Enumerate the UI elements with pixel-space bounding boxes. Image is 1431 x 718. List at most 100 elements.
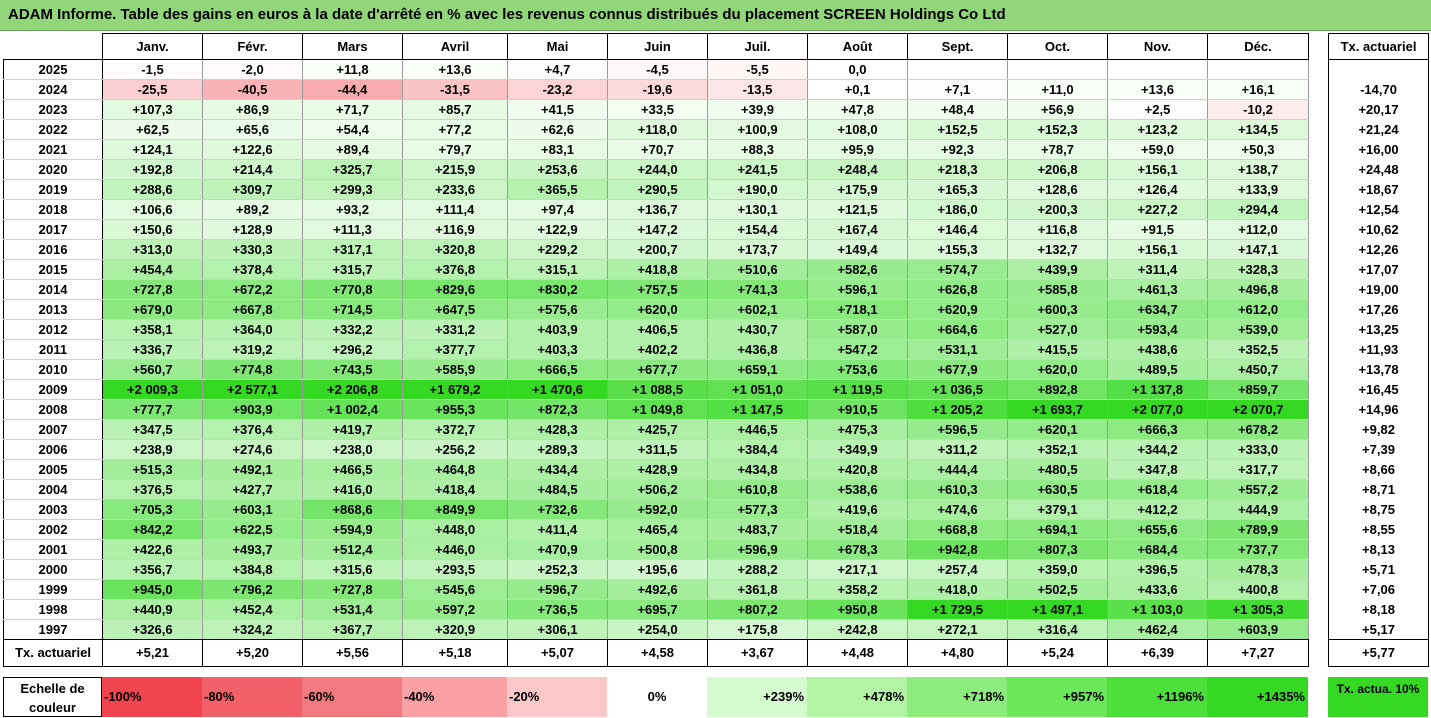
gain-cell: +1 147,5 bbox=[707, 399, 808, 420]
table-row: 1998 +440,9 +452,4 +531,4 +597,2 +736,5 +695,7… bbox=[3, 599, 1309, 620]
gain-cell: +122,9 bbox=[507, 219, 608, 240]
rate-row: +8,71 bbox=[1328, 479, 1429, 500]
gain-cell: +538,6 bbox=[807, 479, 908, 500]
table-row: 2025 -1,5 -2,0 +11,8 +13,6 +4,7 -4,5 -5,5 0,0 bbox=[3, 59, 1309, 80]
year-label: 2014 bbox=[3, 279, 103, 300]
gain-cell: +111,3 bbox=[302, 219, 403, 240]
gain-cell: +547,2 bbox=[807, 339, 908, 360]
gain-cell: +56,9 bbox=[1007, 99, 1108, 120]
gain-cell: +634,7 bbox=[1107, 299, 1208, 320]
gain-cell bbox=[1207, 59, 1309, 80]
gain-cell: +324,2 bbox=[202, 619, 303, 640]
gain-cell: +146,4 bbox=[907, 219, 1008, 240]
gain-cell: +602,1 bbox=[707, 299, 808, 320]
rate-row: +17,26 bbox=[1328, 299, 1429, 320]
gain-cell: +39,9 bbox=[707, 99, 808, 120]
gain-cell: +664,6 bbox=[907, 319, 1008, 340]
gain-cell: +2 577,1 bbox=[202, 379, 303, 400]
gain-cell: +47,8 bbox=[807, 99, 908, 120]
gain-cell: +149,4 bbox=[807, 239, 908, 260]
gain-cell: +830,2 bbox=[507, 279, 608, 300]
gain-cell: -44,4 bbox=[302, 79, 403, 100]
gain-cell: +419,6 bbox=[807, 499, 908, 520]
gain-cell: +506,2 bbox=[607, 479, 708, 500]
gain-cell: +289,3 bbox=[507, 439, 608, 460]
gain-cell: +910,5 bbox=[807, 399, 908, 420]
gain-cell: +1 497,1 bbox=[1007, 599, 1108, 620]
gain-cell: +123,2 bbox=[1107, 119, 1208, 140]
gain-cell: +1 137,8 bbox=[1107, 379, 1208, 400]
year-label: 2016 bbox=[3, 239, 103, 260]
gain-cell: +585,9 bbox=[402, 359, 508, 380]
table-row: 2003 +705,3 +603,1 +868,6 +849,9 +732,6 +592,0… bbox=[3, 499, 1309, 520]
table-row: 2024 -25,5 -40,5 -44,4 -31,5 -23,2 -19,6 -13,5 +… bbox=[3, 79, 1309, 100]
gain-cell: +86,9 bbox=[202, 99, 303, 120]
month-header: Févr. bbox=[202, 33, 303, 60]
gain-cell: +377,7 bbox=[402, 339, 508, 360]
gain-cell: +668,8 bbox=[907, 519, 1008, 540]
gain-cell: +195,6 bbox=[607, 559, 708, 580]
gain-cell: +743,5 bbox=[302, 359, 403, 380]
year-label: 2001 bbox=[3, 539, 103, 560]
gain-cell: -10,2 bbox=[1207, 99, 1309, 120]
gain-cell: +430,7 bbox=[707, 319, 808, 340]
gain-cell: +294,4 bbox=[1207, 199, 1309, 220]
gain-cell: +610,8 bbox=[707, 479, 808, 500]
gain-cell: +596,5 bbox=[907, 419, 1008, 440]
gain-cell: +215,9 bbox=[402, 159, 508, 180]
rate-row: +7,06 bbox=[1328, 579, 1429, 600]
gain-cell: +173,7 bbox=[707, 239, 808, 260]
gain-cell: +753,6 bbox=[807, 359, 908, 380]
gain-cell: +89,4 bbox=[302, 139, 403, 160]
gain-cell: +130,1 bbox=[707, 199, 808, 220]
gain-cell: +1 729,5 bbox=[907, 599, 1008, 620]
gain-cell: +666,5 bbox=[507, 359, 608, 380]
gain-cell: +372,7 bbox=[402, 419, 508, 440]
rate-row: +19,00 bbox=[1328, 279, 1429, 300]
gain-cell: +620,9 bbox=[907, 299, 1008, 320]
year-label: 2006 bbox=[3, 439, 103, 460]
gain-cell: +439,9 bbox=[1007, 259, 1108, 280]
gain-cell: +319,2 bbox=[202, 339, 303, 360]
gain-cell: +493,7 bbox=[202, 539, 303, 560]
gain-cell: +88,3 bbox=[707, 139, 808, 160]
gain-cell: +344,2 bbox=[1107, 439, 1208, 460]
gain-cell: +254,0 bbox=[607, 619, 708, 640]
rate-row: +21,24 bbox=[1328, 119, 1429, 140]
summary-cell: +5,07 bbox=[507, 639, 608, 667]
gain-cell: +842,2 bbox=[102, 519, 203, 540]
gain-cell: +757,5 bbox=[607, 279, 708, 300]
rate-row: +5,71 bbox=[1328, 559, 1429, 580]
gain-cell: +313,0 bbox=[102, 239, 203, 260]
gain-cell: +378,4 bbox=[202, 259, 303, 280]
gain-cell: +77,2 bbox=[402, 119, 508, 140]
gain-cell: +165,3 bbox=[907, 179, 1008, 200]
gain-cell: +620,0 bbox=[607, 299, 708, 320]
gain-cell: +48,4 bbox=[907, 99, 1008, 120]
rate-row: +8,75 bbox=[1328, 499, 1429, 520]
actuarial-rate-table: Tx. actuariel -14,70 +20,17 +21,24 +16,00 +2… bbox=[1328, 33, 1429, 667]
gain-cell: +484,5 bbox=[507, 479, 608, 500]
rate-row: +9,82 bbox=[1328, 419, 1429, 440]
gain-cell: +789,9 bbox=[1207, 519, 1309, 540]
gain-cell: +352,5 bbox=[1207, 339, 1309, 360]
gain-cell: +626,8 bbox=[907, 279, 1008, 300]
gain-cell: +41,5 bbox=[507, 99, 608, 120]
gain-cell: +585,8 bbox=[1007, 279, 1108, 300]
gain-cell: +434,4 bbox=[507, 459, 608, 480]
gain-cell: +515,3 bbox=[102, 459, 203, 480]
rate-cell: +5,71 bbox=[1328, 559, 1429, 580]
gain-cell: +422,6 bbox=[102, 539, 203, 560]
month-header: Déc. bbox=[1207, 33, 1309, 60]
rate-row: +7,39 bbox=[1328, 439, 1429, 460]
gain-cell: +603,1 bbox=[202, 499, 303, 520]
gain-cell: +452,4 bbox=[202, 599, 303, 620]
gain-cell: +412,2 bbox=[1107, 499, 1208, 520]
year-label: 2004 bbox=[3, 479, 103, 500]
gain-cell: +156,1 bbox=[1107, 239, 1208, 260]
gain-cell: +330,3 bbox=[202, 239, 303, 260]
color-scale-legend: Echelle de couleur -100% -80% -60% -40% -20%… bbox=[3, 677, 1308, 717]
rate-cell: +12,54 bbox=[1328, 199, 1429, 220]
table-row: 2019 +288,6 +309,7 +299,3 +233,6 +365,5 +290,5… bbox=[3, 179, 1309, 200]
year-label: 1998 bbox=[3, 599, 103, 620]
